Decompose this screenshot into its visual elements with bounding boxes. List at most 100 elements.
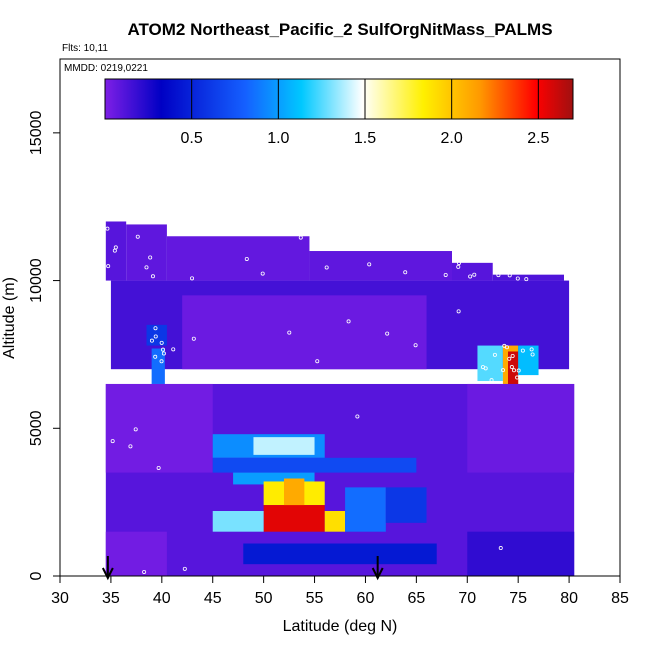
- sample-point: [128, 444, 133, 449]
- colorbar-tick-label: 1.5: [354, 130, 376, 147]
- colorbar-tick-label: 2.5: [527, 130, 549, 147]
- colorbar-tick-label: 0.5: [181, 130, 203, 147]
- y-tick-label: 10000: [28, 258, 45, 303]
- x-tick-label: 45: [204, 590, 222, 607]
- y-axis: 0 5000 10000 15000: [28, 111, 60, 580]
- x-tick-label: 75: [509, 590, 527, 607]
- sample-point: [472, 272, 477, 277]
- sample-point: [260, 271, 265, 276]
- sample-point: [456, 309, 461, 314]
- y-tick-label: 0: [28, 571, 45, 580]
- sample-point: [502, 343, 507, 348]
- sample-point: [149, 338, 154, 343]
- plot-frame: [59, 58, 621, 577]
- y-axis-label: Altitude (m): [1, 277, 18, 359]
- heatmap-cell: [233, 472, 315, 485]
- sample-point: [156, 465, 161, 470]
- sample-point: [244, 256, 249, 261]
- sample-point: [144, 265, 149, 270]
- sample-point: [148, 255, 153, 260]
- sample-point: [150, 274, 155, 279]
- x-tick-label: 60: [357, 590, 375, 607]
- heatmap-cell: [105, 221, 127, 281]
- sample-point: [413, 343, 418, 348]
- heatmap-cell: [492, 274, 564, 281]
- sample-point: [191, 336, 196, 341]
- sample-point: [456, 261, 461, 266]
- heatmap-cell: [467, 531, 575, 576]
- sample-point: [142, 569, 147, 574]
- sample-point: [501, 368, 506, 373]
- x-tick-label: 80: [560, 590, 578, 607]
- sample-point: [346, 319, 351, 324]
- sample-point: [153, 354, 158, 359]
- heatmap-cell: [253, 437, 315, 455]
- sample-point: [160, 347, 165, 352]
- sample-point: [530, 352, 535, 357]
- sample-point: [507, 273, 512, 278]
- sample-point: [498, 546, 503, 551]
- sample-point: [182, 566, 187, 571]
- heatmap-cell: [105, 383, 213, 473]
- x-axis: 30 35 40 45 50 55 60 65 70 75 80 85: [51, 576, 629, 607]
- arrow-head: [101, 567, 114, 581]
- heatmap-cell: [126, 224, 167, 281]
- heatmap-cell: [151, 348, 165, 384]
- heatmap-cell: [182, 295, 427, 370]
- heatmap-cell: [105, 531, 167, 576]
- sample-point: [492, 352, 497, 357]
- sample-point: [133, 427, 138, 432]
- sample-point: [529, 347, 534, 352]
- heatmap-cell: [324, 511, 346, 532]
- colorbar-tick-label: 1.0: [267, 130, 289, 147]
- sample-point: [507, 356, 512, 361]
- sample-point: [367, 262, 372, 267]
- heatmap-cell: [212, 511, 264, 532]
- x-tick-label: 35: [102, 590, 120, 607]
- sample-point: [171, 347, 176, 352]
- sample-point: [105, 226, 110, 231]
- chart-title: ATOM2 Northeast_Pacific_2 SulfOrgNitMass…: [127, 20, 552, 39]
- sample-point: [161, 351, 166, 356]
- x-tick-label: 50: [255, 590, 273, 607]
- heatmap-cell: [385, 487, 427, 523]
- sample-point: [480, 365, 485, 370]
- sample-point: [298, 235, 303, 240]
- sample-point: [159, 359, 164, 364]
- sample-point: [516, 368, 521, 373]
- sample-point: [515, 276, 520, 281]
- x-tick-label: 65: [407, 590, 425, 607]
- x-tick-label: 70: [458, 590, 476, 607]
- heatmap-cell: [284, 478, 305, 512]
- heatmap-cell: [467, 383, 575, 473]
- y-tick-label: 15000: [28, 111, 45, 156]
- sample-point: [510, 354, 515, 359]
- colorbar: 0.5 1.0 1.5 2.0 2.5: [104, 78, 574, 147]
- sample-point: [511, 368, 516, 373]
- x-tick-label: 40: [153, 590, 171, 607]
- x-tick-label: 55: [306, 590, 324, 607]
- sample-point: [287, 330, 292, 335]
- heatmap-cell: [166, 236, 310, 281]
- arrow-head: [371, 567, 384, 581]
- heatmap-layer: [105, 221, 575, 576]
- heatmap-cell: [263, 505, 325, 532]
- sample-point: [110, 439, 115, 444]
- heatmap-cell: [212, 457, 417, 473]
- heatmap-cell: [309, 251, 452, 281]
- sample-point: [159, 340, 164, 345]
- sample-point: [153, 326, 158, 331]
- x-axis-label: Latitude (deg N): [283, 618, 398, 635]
- y-tick-label: 5000: [28, 410, 45, 446]
- heatmap-cell: [243, 543, 437, 565]
- sample-point: [135, 234, 140, 239]
- heatmap-cell: [345, 487, 386, 532]
- sample-point: [315, 359, 320, 364]
- x-tick-label: 85: [611, 590, 629, 607]
- dates-note: MMDD: 0219,0221: [64, 63, 148, 74]
- sample-point: [509, 365, 514, 370]
- x-tick-label: 30: [51, 590, 69, 607]
- flights-note: Flts: 10,11: [62, 43, 108, 54]
- sample-point: [403, 270, 408, 275]
